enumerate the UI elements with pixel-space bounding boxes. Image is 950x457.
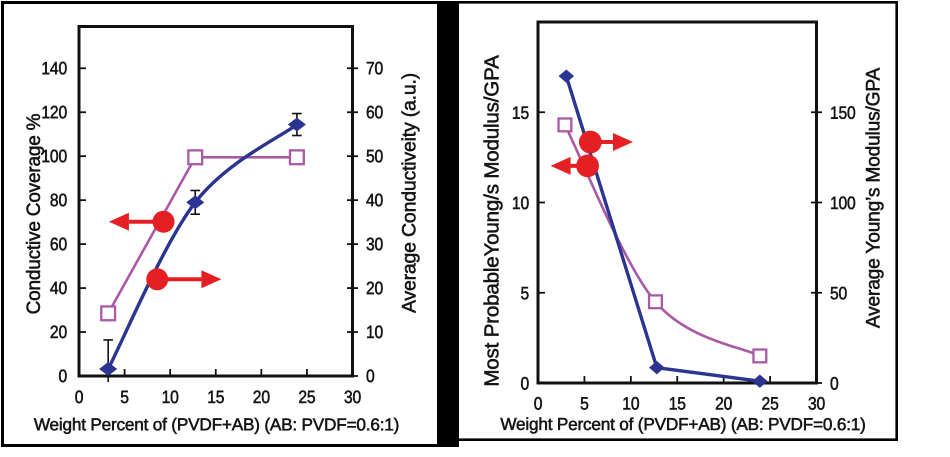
annotation-arrow-head (108, 212, 129, 231)
square-marker (647, 294, 663, 310)
x-tick-label: 0 (534, 394, 543, 414)
y-left-tick-label: 60 (50, 234, 67, 254)
annotation-circle (578, 130, 602, 154)
annotation-circle (146, 268, 169, 291)
y-left-tick-label: 15 (512, 103, 529, 123)
right-panel-border (436, 0, 898, 441)
diamond-marker (649, 360, 665, 375)
annotation-circle (152, 210, 175, 233)
y-right-tick-label: 20 (366, 278, 383, 298)
y-right-axis-title: Average Conductiveity (a.u.) (399, 73, 421, 313)
x-tick-label: 25 (298, 387, 315, 407)
x-tick-label: 0 (75, 387, 84, 407)
x-tick-label: 30 (344, 387, 361, 407)
panel-frames (1, 0, 898, 447)
x-tick-label: 5 (580, 394, 589, 414)
left-chart: 0 5 10 15 20 25 300204060801001201400102030405… (24, 25, 421, 435)
y-right-tick-label: 30 (366, 234, 383, 254)
y-left-tick-label: 0 (58, 366, 67, 386)
x-tick-label: 15 (207, 387, 224, 407)
y-right-tick-label: 0 (366, 366, 375, 386)
x-tick-label: 30 (808, 394, 825, 414)
square-marker (288, 149, 305, 166)
y-left-axis-title: Most ProbableYoung/s Modulus/GPA (480, 55, 503, 387)
pink-line (106, 155, 299, 315)
y-left-tick-label: 100 (41, 146, 67, 166)
square-marker (187, 149, 204, 166)
annotation-arrow-head (550, 156, 571, 175)
y-right-tick-label: 100 (830, 193, 856, 213)
y-left-tick-label: 20 (50, 322, 67, 342)
y-right-axis-title: Average Young’s Modulus/GPA (864, 67, 885, 328)
annotation-arrow-head (612, 133, 633, 152)
x-tick-label: 10 (162, 387, 179, 407)
plot-box (536, 20, 818, 385)
x-tick-label: 15 (669, 394, 686, 414)
x-axis-title: Weight Percent of (PVDF+AB) (AB: PVDF=0.… (34, 414, 399, 434)
square-marker (100, 305, 117, 322)
left-panel-border (1, 1, 459, 447)
diamond-marker (287, 117, 306, 132)
y-right-tick-label: 40 (366, 190, 383, 210)
diamond-marker (186, 195, 205, 210)
y-left-tick-label: 5 (520, 283, 529, 303)
plot-box (77, 25, 354, 378)
x-tick-label: 25 (762, 394, 779, 414)
x-tick-label: 20 (715, 394, 732, 414)
y-right-tick-label: 60 (366, 102, 383, 122)
y-left-tick-label: 0 (520, 374, 529, 394)
y-left-tick-label: 80 (50, 190, 67, 210)
y-right-tick-label: 50 (366, 146, 383, 166)
y-right-tick-label: 50 (830, 283, 847, 303)
square-marker (752, 348, 768, 364)
y-right-tick-label: 0 (830, 374, 839, 394)
y-left-tick-label: 40 (50, 278, 67, 298)
y-right-tick-label: 10 (366, 322, 383, 342)
annotation-arrow-head (201, 270, 222, 289)
y-left-tick-label: 120 (41, 102, 67, 122)
y-left-tick-label: 10 (512, 193, 529, 213)
x-tick-label: 20 (253, 387, 270, 407)
diamond-marker (558, 69, 575, 83)
y-left-axis-title: Conductive Coverage % (24, 113, 45, 314)
x-tick-label: 5 (120, 387, 129, 407)
diamond-marker (99, 362, 118, 376)
panel-divider (437, 1, 459, 446)
x-axis-title: Weight Percent of (PVDF+AB) (AB: PVDF=0.… (500, 414, 865, 434)
blue-line (564, 74, 762, 383)
diamond-marker (752, 374, 768, 388)
y-right-tick-label: 150 (830, 103, 856, 123)
y-right-tick-label: 70 (366, 58, 383, 78)
square-marker (557, 117, 573, 133)
x-tick-label: 10 (622, 394, 639, 414)
annotation-circle (576, 154, 599, 178)
y-left-tick-label: 140 (41, 58, 67, 78)
